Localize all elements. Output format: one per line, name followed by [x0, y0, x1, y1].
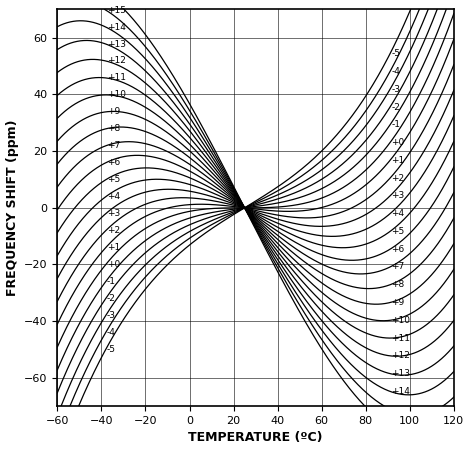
Text: -3: -3	[107, 311, 116, 320]
Text: +11: +11	[391, 333, 410, 342]
Text: +1: +1	[107, 243, 120, 252]
Text: +2: +2	[391, 174, 404, 183]
Text: -4: -4	[391, 67, 400, 76]
Text: +14: +14	[107, 22, 126, 32]
Text: +9: +9	[107, 108, 120, 117]
Text: +12: +12	[391, 351, 410, 360]
Text: +1: +1	[391, 156, 404, 165]
X-axis label: TEMPERATURE (ºC): TEMPERATURE (ºC)	[188, 432, 323, 445]
Text: +7: +7	[107, 141, 120, 150]
Text: +6: +6	[391, 245, 404, 254]
Text: +8: +8	[391, 280, 404, 289]
Text: +3: +3	[391, 191, 404, 200]
Text: +8: +8	[107, 124, 120, 133]
Text: -1: -1	[107, 277, 116, 286]
Text: +4: +4	[107, 192, 120, 201]
Text: -2: -2	[107, 294, 116, 303]
Text: -2: -2	[391, 103, 400, 112]
Text: +3: +3	[107, 209, 120, 218]
Text: -4: -4	[107, 328, 116, 337]
Text: +0: +0	[391, 138, 404, 147]
Text: +9: +9	[391, 298, 404, 307]
Text: +10: +10	[107, 90, 126, 99]
Text: +7: +7	[391, 262, 404, 271]
Text: +2: +2	[107, 226, 120, 235]
Text: -3: -3	[391, 85, 400, 94]
Text: +13: +13	[391, 369, 410, 378]
Text: +5: +5	[391, 227, 404, 236]
Text: -5: -5	[391, 49, 400, 58]
Text: +14: +14	[391, 387, 410, 396]
Text: -5: -5	[107, 345, 116, 354]
Text: +4: +4	[391, 209, 404, 218]
Text: +15: +15	[107, 6, 126, 15]
Text: +5: +5	[107, 175, 120, 184]
Text: +12: +12	[107, 57, 126, 66]
Text: +6: +6	[107, 158, 120, 167]
Text: -1: -1	[391, 120, 400, 129]
Text: +13: +13	[107, 40, 126, 49]
Text: +11: +11	[107, 73, 126, 82]
Text: +0: +0	[107, 260, 120, 269]
Text: +10: +10	[391, 316, 410, 325]
Y-axis label: FREQUENCY SHIFT (ppm): FREQUENCY SHIFT (ppm)	[6, 120, 18, 296]
